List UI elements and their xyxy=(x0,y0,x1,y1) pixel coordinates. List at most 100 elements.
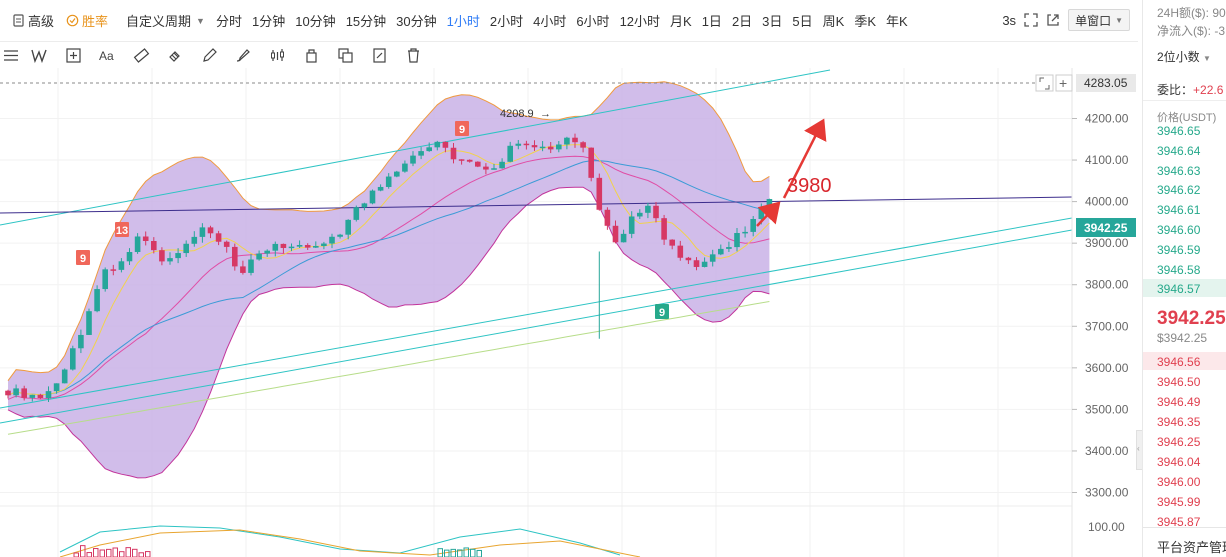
divider xyxy=(1143,100,1226,101)
refresh-interval[interactable]: 3s xyxy=(1002,12,1017,28)
candle-body xyxy=(385,176,392,187)
candle-body xyxy=(523,143,530,146)
eye-tool-icon[interactable] xyxy=(362,43,396,67)
period-tab-12[interactable]: 2日 xyxy=(731,14,753,29)
period-tab-17[interactable]: 年K xyxy=(885,14,908,29)
text-tool-icon[interactable]: Aa xyxy=(90,43,124,67)
bid-price-5[interactable]: 3946.04 xyxy=(1157,455,1201,469)
fast-moving-average xyxy=(7,144,770,396)
candle-body xyxy=(337,234,343,237)
popout-icon[interactable] xyxy=(1046,13,1060,27)
period-tab-8[interactable]: 6小时 xyxy=(576,14,610,29)
trash-icon[interactable] xyxy=(396,43,430,67)
candle-body xyxy=(304,245,311,248)
candle-body xyxy=(475,161,481,167)
period-tab-0[interactable]: 分时 xyxy=(215,14,242,29)
brush-tool-icon[interactable] xyxy=(226,43,260,67)
candle-body xyxy=(742,231,748,234)
candles xyxy=(5,133,773,402)
bid-price-7[interactable]: 3945.99 xyxy=(1157,495,1201,509)
candle-body xyxy=(458,159,465,161)
candle-body xyxy=(37,394,44,399)
candle-body xyxy=(410,155,416,164)
candle-body xyxy=(183,243,189,254)
td-sequential-marks: 9 13 9 9 xyxy=(76,121,669,319)
bid-price-1[interactable]: 3946.50 xyxy=(1157,375,1201,389)
candle-body xyxy=(750,219,756,232)
period-tab-2[interactable]: 10分钟 xyxy=(295,14,336,29)
indicator-tool-icon[interactable] xyxy=(260,43,294,67)
candle-body xyxy=(661,218,667,240)
candle-body xyxy=(53,383,60,392)
mid-moving-average xyxy=(7,155,770,400)
bid-price-0[interactable]: 3946.56 xyxy=(1157,355,1201,369)
period-tab-10[interactable]: 月K xyxy=(670,14,692,29)
period-tab-11[interactable]: 1日 xyxy=(701,14,722,29)
candle-body xyxy=(653,205,659,219)
ruler-tool-icon[interactable] xyxy=(124,43,158,67)
period-tab-9[interactable]: 12小时 xyxy=(619,14,661,29)
bid-price-8[interactable]: 3945.87 xyxy=(1157,515,1201,529)
copy-tool-icon[interactable] xyxy=(328,43,362,67)
pen-tool-icon[interactable] xyxy=(192,43,226,67)
period-tab-3[interactable]: 15分钟 xyxy=(345,14,387,29)
ask-price-0[interactable]: 3946.65 xyxy=(1157,124,1201,138)
bid-price-4[interactable]: 3946.25 xyxy=(1157,435,1201,449)
candle-body xyxy=(547,146,554,150)
magnet-tool-icon[interactable] xyxy=(158,43,192,67)
ask-price-6[interactable]: 3946.59 xyxy=(1157,242,1201,257)
plus-icon[interactable]: + xyxy=(1059,75,1067,91)
candle-body xyxy=(313,246,319,248)
bid-price-6[interactable]: 3946.00 xyxy=(1157,475,1201,489)
price-chart[interactable]: 9 13 9 9 4200.00 4100.00 4000.00 3900.00 3800.0… xyxy=(0,68,1138,557)
asset-management-link[interactable]: 平台资产管理 xyxy=(1157,540,1226,555)
period-list: 分时 1分钟 10分钟 15分钟 30分钟 1小时 2小时 4小时 6小时 12小时 月K 1日 2日 3… xyxy=(211,11,913,30)
period-tab-1[interactable]: 1分钟 xyxy=(251,14,286,29)
candle-body xyxy=(207,227,214,234)
td-mark-bg xyxy=(655,304,669,319)
axis-label: 3900.00 xyxy=(1085,236,1129,250)
period-tab-14[interactable]: 5日 xyxy=(792,14,813,29)
period-tab-13[interactable]: 3日 xyxy=(762,14,783,29)
bid-price-3[interactable]: 3946.35 xyxy=(1157,415,1201,429)
candle-body xyxy=(321,243,327,247)
period-tab-6[interactable]: 2小时 xyxy=(489,14,524,29)
advanced-button[interactable]: 高级 xyxy=(0,11,60,30)
candle-body xyxy=(199,227,206,237)
custom-period-dropdown[interactable]: 自定义周期 ▼ xyxy=(120,11,211,30)
decimal-select[interactable]: 2位小数 ▼ xyxy=(1157,48,1211,65)
target-icon xyxy=(66,14,79,27)
period-tab-4[interactable]: 30分钟 xyxy=(396,14,437,29)
ask-price-7[interactable]: 3946.58 xyxy=(1157,262,1201,277)
ask-price-2[interactable]: 3946.63 xyxy=(1157,163,1201,178)
ask-price-3[interactable]: 3946.62 xyxy=(1157,183,1201,198)
expand-icon[interactable] xyxy=(1039,77,1050,90)
ask-price-5[interactable]: 3946.60 xyxy=(1157,223,1201,237)
period-tab-15[interactable]: 周K xyxy=(822,14,845,29)
candle-body xyxy=(434,141,441,148)
toolbar-right: 3s 单窗口 ▼ xyxy=(1002,9,1130,31)
candle-body xyxy=(134,236,141,253)
window-mode-select[interactable]: 单窗口 ▼ xyxy=(1068,9,1130,31)
candle-body xyxy=(450,147,457,160)
td-mark-label: 9 xyxy=(659,307,665,319)
crosshair-tool-icon[interactable] xyxy=(56,43,90,67)
candle-body xyxy=(377,186,384,191)
wave-tool-icon[interactable] xyxy=(22,43,56,67)
period-tab-7[interactable]: 4小时 xyxy=(533,14,567,29)
td-mark-label: 13 xyxy=(116,225,128,237)
menu-icon[interactable] xyxy=(0,43,22,67)
candle-body xyxy=(620,233,627,243)
ask-price-8[interactable]: 3946.57 xyxy=(1157,282,1201,297)
bid-price-2[interactable]: 3946.49 xyxy=(1157,395,1201,409)
period-tab-5[interactable]: 1小时 xyxy=(446,14,480,29)
fullscreen-icon[interactable] xyxy=(1024,13,1038,27)
ask-highlight xyxy=(1143,279,1226,298)
ask-price-1[interactable]: 3946.64 xyxy=(1157,143,1201,158)
win-rate-button[interactable]: 胜率 xyxy=(60,11,114,30)
period-tab-16[interactable]: 季K xyxy=(854,14,876,29)
chart-zoom-controls[interactable]: + xyxy=(1035,74,1073,92)
candle-body xyxy=(466,159,473,162)
lock-tool-icon[interactable] xyxy=(294,43,328,67)
ask-price-4[interactable]: 3946.61 xyxy=(1157,203,1201,218)
